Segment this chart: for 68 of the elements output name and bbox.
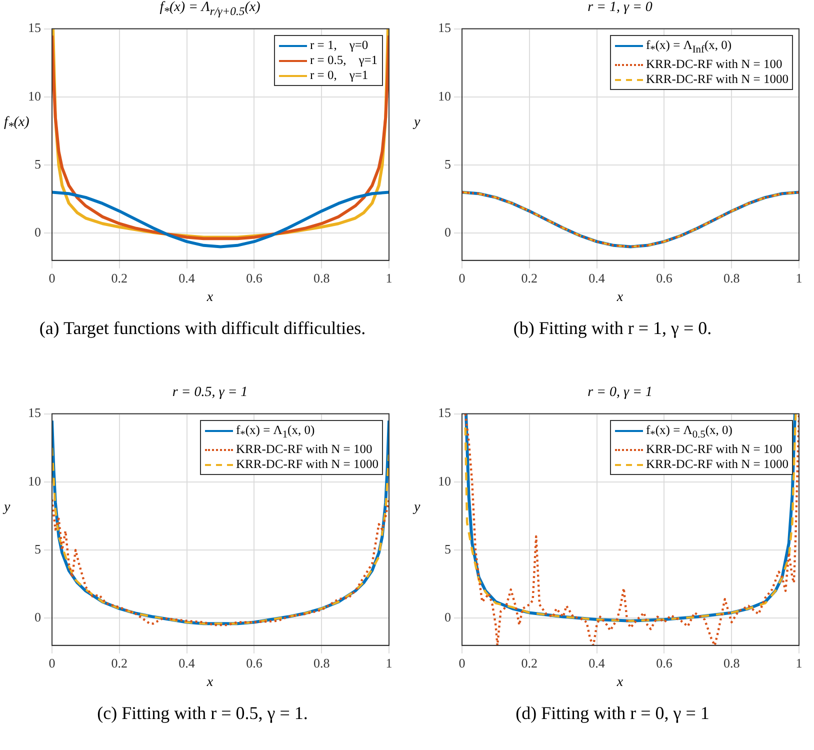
y-tick-label: 10 (28, 88, 41, 104)
x-tick-label: 0.6 (656, 656, 673, 671)
y-axis-title: y (414, 115, 422, 131)
x-tick-label: 0.4 (178, 270, 196, 286)
legend-label: f$_{*}$(x) = Λ$_{0.5}$(x, 0) (646, 422, 732, 440)
text: (a) Target functions with difficult difficulties. (38, 318, 367, 339)
x-axis-title: x (206, 290, 214, 306)
chart-title: r = 0.5, γ = 1 (171, 385, 249, 401)
y-tick-label: 10 (438, 88, 451, 104)
y-tick-label: 5 (34, 156, 41, 172)
x-axis-title: x (616, 290, 624, 306)
text: (d) Fitting with r = 0, γ = 1 (514, 703, 710, 724)
x-tick-label: 0 (458, 270, 466, 286)
legend-label: KRR-DC-RF with N = 100 (646, 57, 782, 72)
legend-label: KRR-DC-RF with N = 1000 (236, 457, 378, 472)
y-tick-label: 5 (34, 541, 41, 556)
x-tick-label: 0.8 (313, 270, 330, 286)
y-tick-label: 0 (34, 224, 41, 240)
legend-label: r = 0.5, γ=1 (310, 52, 378, 67)
x-tick-label: 0.6 (656, 270, 673, 286)
x-tick-label: 1 (386, 656, 392, 671)
x-axis-title: x (616, 675, 624, 691)
x-tick-label: 0.6 (246, 656, 263, 671)
x-tick-label: 1 (796, 270, 802, 286)
y-tick-label: 0 (444, 224, 451, 240)
y-axis-title: f$_{*}$(x) (4, 115, 30, 133)
x-tick-label: 0.4 (588, 656, 606, 671)
y-tick-label: 0 (444, 610, 451, 625)
x-tick-label: 0.4 (178, 656, 196, 671)
y-axis-title: y (414, 500, 422, 516)
legend-label: KRR-DC-RF with N = 1000 (646, 72, 788, 86)
legend-label: r = 1, γ=0 (310, 38, 368, 52)
legend-label: f$_{*}$(x) = Λ$_{Inf}$(x, 0) (646, 38, 732, 56)
x-tick-label: 0.2 (521, 270, 538, 286)
x-tick-label: 0.4 (588, 270, 606, 286)
y-tick-label: 15 (438, 405, 451, 420)
y-tick-label: 0 (34, 610, 41, 625)
legend-label: r = 0, γ=1 (310, 68, 368, 82)
legend-label: KRR-DC-RF with N = 1000 (646, 457, 788, 472)
x-tick-label: 0 (48, 656, 56, 671)
legend-label: KRR-DC-RF with N = 100 (236, 442, 372, 456)
x-tick-label: 1 (796, 656, 802, 671)
x-tick-label: 0.8 (313, 656, 330, 671)
legend-label: KRR-DC-RF with N = 100 (646, 442, 782, 456)
text: (c) Fitting with r = 0.5, γ = 1. (96, 703, 309, 724)
y-tick-label: 15 (28, 20, 41, 36)
chart-title: r = 1, γ = 0 (586, 0, 654, 16)
x-tick-label: 0 (48, 270, 56, 286)
legend-label: f$_{*}$(x) = Λ$_{1}$(x, 0) (236, 422, 315, 440)
x-tick-label: 0.2 (111, 656, 128, 671)
y-tick-label: 10 (28, 473, 41, 488)
y-tick-label: 15 (28, 405, 41, 420)
y-tick-label: 5 (444, 156, 451, 172)
y-tick-label: 15 (438, 20, 451, 36)
x-tick-label: 0.2 (111, 270, 128, 286)
x-tick-label: 1 (386, 270, 392, 286)
x-tick-label: 0.6 (246, 270, 263, 286)
chart-title: f$_{*}$(x) = Λ$_{r/γ+0.5}$(x) (158, 0, 262, 18)
y-axis-title: y (4, 500, 12, 516)
chart-title: r = 0, γ = 1 (586, 385, 654, 401)
text: (b) Fitting with r = 1, γ = 0. (512, 318, 713, 339)
x-tick-label: 0 (458, 656, 466, 671)
x-tick-label: 0.2 (521, 656, 538, 671)
y-tick-label: 5 (444, 541, 451, 556)
y-tick-label: 10 (438, 473, 451, 488)
x-tick-label: 0.8 (723, 270, 740, 286)
x-tick-label: 0.8 (723, 656, 740, 671)
x-axis-title: x (206, 675, 214, 691)
